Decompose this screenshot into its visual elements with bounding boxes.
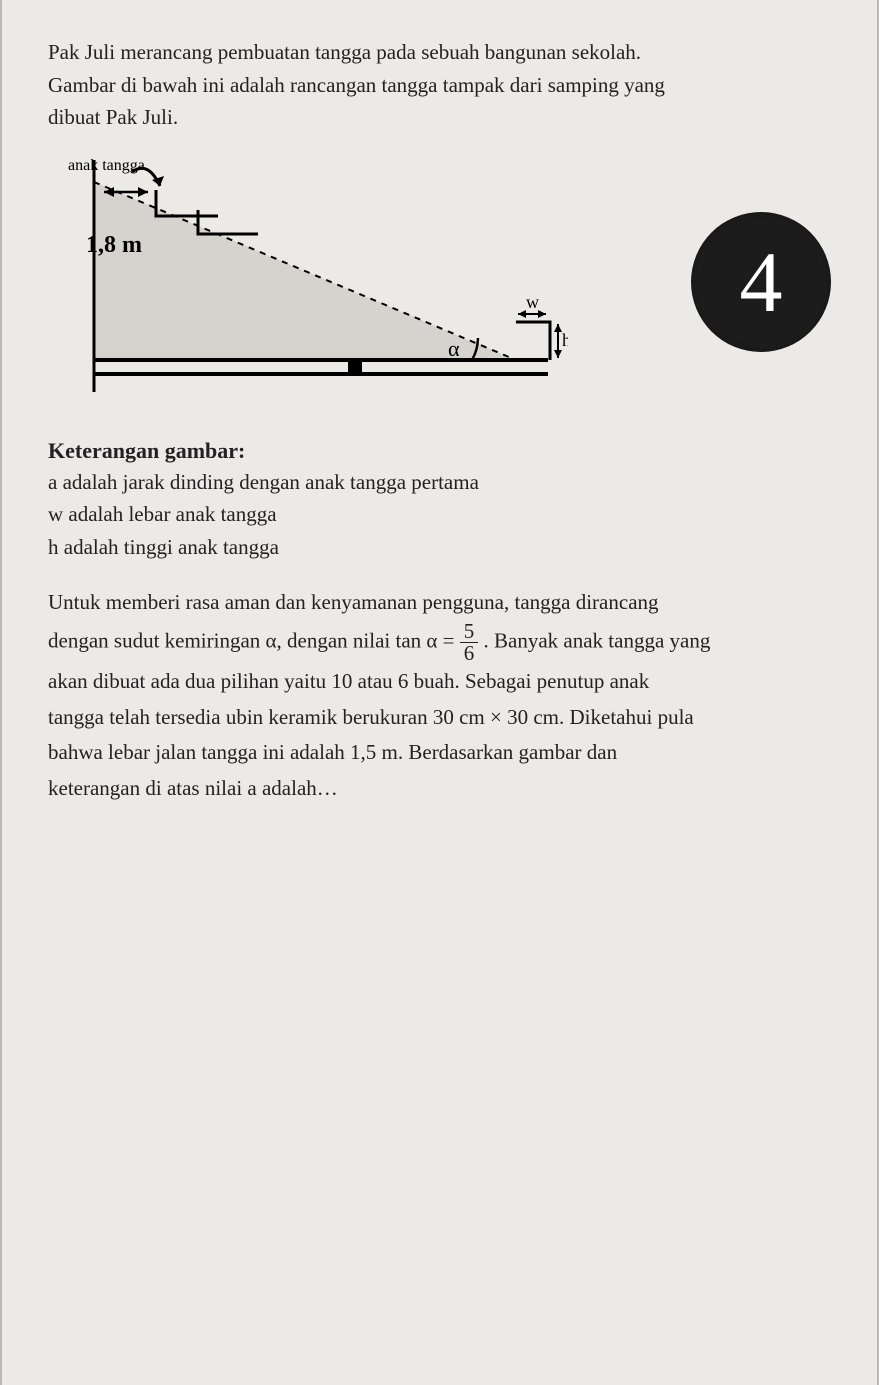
body-paragraph: Untuk memberi rasa aman dan kenyamanan p…: [48, 585, 831, 806]
intro-line-3: dibuat Pak Juli.: [48, 105, 178, 129]
dim-a-text: 1,8 m: [86, 232, 142, 258]
fraction-num: 5: [460, 621, 479, 643]
ket-h: h adalah tinggi anak tangga: [48, 535, 279, 559]
body-l2-post: . Banyak anak tangga yang: [484, 628, 711, 652]
fraction: 5 6: [460, 621, 479, 664]
figure-row: α anak tangga 1,8 m w h 4: [48, 152, 831, 412]
intro-paragraph: Pak Juli merancang pembuatan tangga pada…: [48, 36, 831, 134]
exam-page: Pak Juli merancang pembuatan tangga pada…: [0, 0, 879, 1385]
keterangan-heading: Keterangan gambar:: [48, 438, 831, 464]
last-step: [516, 322, 550, 360]
floor-joint: [348, 360, 362, 374]
fraction-den: 6: [460, 643, 479, 664]
anak-tangga-caption: anak tangga: [68, 157, 145, 174]
question-number: 4: [740, 232, 783, 332]
intro-line-2: Gambar di bawah ini adalah rancangan tan…: [48, 73, 665, 97]
question-number-circle: 4: [691, 212, 831, 352]
body-l2-pre: dengan sudut kemiringan α, dengan nilai …: [48, 628, 460, 652]
body-l1: Untuk memberi rasa aman dan kenyamanan p…: [48, 590, 659, 614]
alpha-label: α: [448, 336, 460, 361]
w-label: w: [526, 292, 539, 312]
ket-w: w adalah lebar anak tangga: [48, 502, 277, 526]
body-l3: akan dibuat ada dua pilihan yaitu 10 ata…: [48, 669, 649, 693]
w-arrow-right: [538, 310, 546, 318]
dim-a-arrow-right: [138, 187, 148, 197]
body-l5: bahwa lebar jalan tangga ini adalah 1,5 …: [48, 740, 617, 764]
intro-line-1: Pak Juli merancang pembuatan tangga pada…: [48, 40, 641, 64]
keterangan-block: Keterangan gambar: a adalah jarak dindin…: [48, 438, 831, 564]
h-label: h: [562, 330, 568, 350]
stair-diagram: α anak tangga 1,8 m w h: [48, 152, 568, 412]
keterangan-lines: a adalah jarak dinding dengan anak tangg…: [48, 466, 831, 564]
w-arrow-left: [518, 310, 526, 318]
h-arrow-top: [554, 324, 562, 332]
h-arrow-bottom: [554, 350, 562, 358]
body-l6: keterangan di atas nilai a adalah…: [48, 776, 338, 800]
body-l4: tangga telah tersedia ubin keramik beruk…: [48, 705, 694, 729]
ket-a: a adalah jarak dinding dengan anak tangg…: [48, 470, 479, 494]
